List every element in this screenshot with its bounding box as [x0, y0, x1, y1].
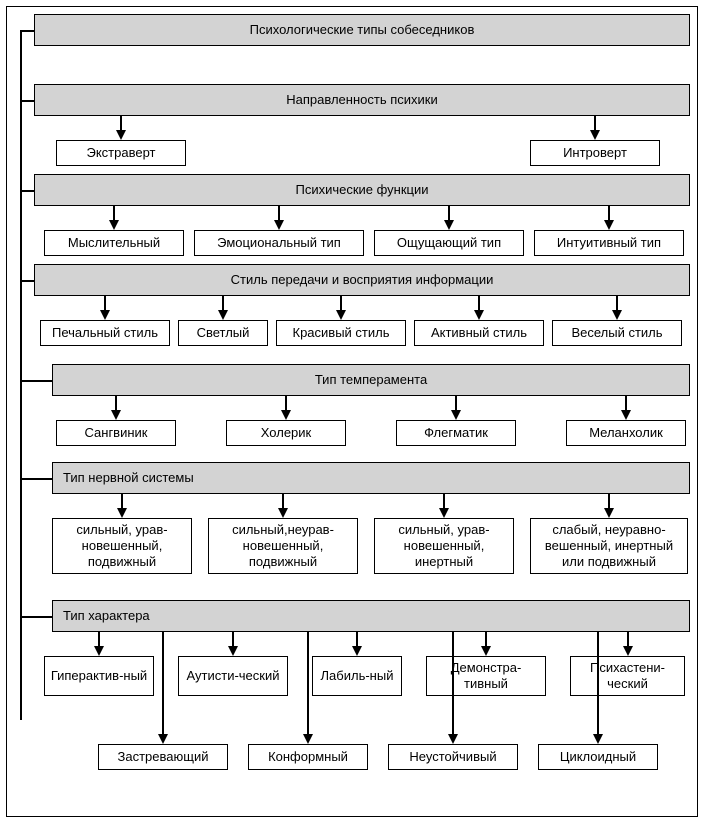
leaf-l7c: Неустойчивый — [388, 744, 518, 770]
arrow-7-head — [218, 310, 228, 320]
arrow-11-head — [111, 410, 121, 420]
arrow-8-head — [336, 310, 346, 320]
arrow-18-head — [604, 508, 614, 518]
arrow-23-head — [623, 646, 633, 656]
leaf-l7a: Застревающий — [98, 744, 228, 770]
leaf-l4c: Флегматик — [396, 420, 516, 446]
spine-tap-h3 — [20, 280, 34, 282]
arrow-21-head — [352, 646, 362, 656]
arrow-12-head — [281, 410, 291, 420]
long-arrow-3-line — [597, 632, 600, 736]
leaf-l1b: Интроверт — [530, 140, 660, 166]
spine-tap-h6 — [20, 616, 52, 618]
arrow-17-head — [439, 508, 449, 518]
leaf-l3b: Светлый — [178, 320, 268, 346]
arrow-4-head — [444, 220, 454, 230]
leaf-l6d: Демонстра-тивный — [426, 656, 546, 696]
leaf-l4d: Меланхолик — [566, 420, 686, 446]
long-arrow-1-line — [307, 632, 310, 736]
spine-tap-h2 — [20, 190, 34, 192]
leaf-l3c: Красивый стиль — [276, 320, 406, 346]
arrow-15-head — [117, 508, 127, 518]
header-h4: Тип темперамента — [52, 364, 690, 396]
spine-tap-h5 — [20, 478, 52, 480]
leaf-l2c: Ощущающий тип — [374, 230, 524, 256]
arrow-5-head — [604, 220, 614, 230]
leaf-l4a: Сангвиник — [56, 420, 176, 446]
leaf-l2a: Мыслительный — [44, 230, 184, 256]
long-arrow-0-line — [162, 632, 165, 736]
leaf-l2d: Интуитивный тип — [534, 230, 684, 256]
arrow-6-head — [100, 310, 110, 320]
spine-tap-h4 — [20, 380, 52, 382]
arrow-2-head — [109, 220, 119, 230]
leaf-l4b: Холерик — [226, 420, 346, 446]
arrow-19-head — [94, 646, 104, 656]
long-arrow-0-head — [158, 734, 168, 744]
leaf-l5a: сильный, урав-новешенный, подвижный — [52, 518, 192, 574]
long-arrow-1-head — [303, 734, 313, 744]
leaf-l5c: сильный, урав-новешенный, инертный — [374, 518, 514, 574]
leaf-l2b: Эмоциональный тип — [194, 230, 364, 256]
arrow-1-head — [590, 130, 600, 140]
arrow-22-head — [481, 646, 491, 656]
leaf-l7b: Конформный — [248, 744, 368, 770]
spine-tap-h0 — [20, 30, 34, 32]
arrow-3-head — [274, 220, 284, 230]
leaf-l6b: Аутисти-ческий — [178, 656, 288, 696]
spine-tap-h1 — [20, 100, 34, 102]
header-h0: Психологические типы собеседников — [34, 14, 690, 46]
leaf-l6c: Лабиль-ный — [312, 656, 402, 696]
header-h5: Тип нервной системы — [52, 462, 690, 494]
header-h6: Тип характера — [52, 600, 690, 632]
leaf-l5b: сильный,неурав-новешенный, подвижный — [208, 518, 358, 574]
leaf-l3a: Печальный стиль — [40, 320, 170, 346]
arrow-14-head — [621, 410, 631, 420]
leaf-l3e: Веселый стиль — [552, 320, 682, 346]
arrow-9-head — [474, 310, 484, 320]
arrow-16-head — [278, 508, 288, 518]
leaf-l6a: Гиперактив-ный — [44, 656, 154, 696]
header-h1: Направленность психики — [34, 84, 690, 116]
long-arrow-2-line — [452, 632, 455, 736]
diagram-canvas: Психологические типы собеседников Направл… — [0, 0, 704, 823]
arrow-10-head — [612, 310, 622, 320]
header-h2: Психические функции — [34, 174, 690, 206]
leaf-l6e: Психастени-ческий — [570, 656, 685, 696]
leaf-l1a: Экстраверт — [56, 140, 186, 166]
arrow-20-head — [228, 646, 238, 656]
leaf-l7d: Циклоидный — [538, 744, 658, 770]
leaf-l3d: Активный стиль — [414, 320, 544, 346]
leaf-l5d: слабый, неуравно-вешенный, инертный или … — [530, 518, 688, 574]
arrow-0-head — [116, 130, 126, 140]
long-arrow-3-head — [593, 734, 603, 744]
long-arrow-2-head — [448, 734, 458, 744]
header-h3: Стиль передачи и восприятия информации — [34, 264, 690, 296]
arrow-13-head — [451, 410, 461, 420]
